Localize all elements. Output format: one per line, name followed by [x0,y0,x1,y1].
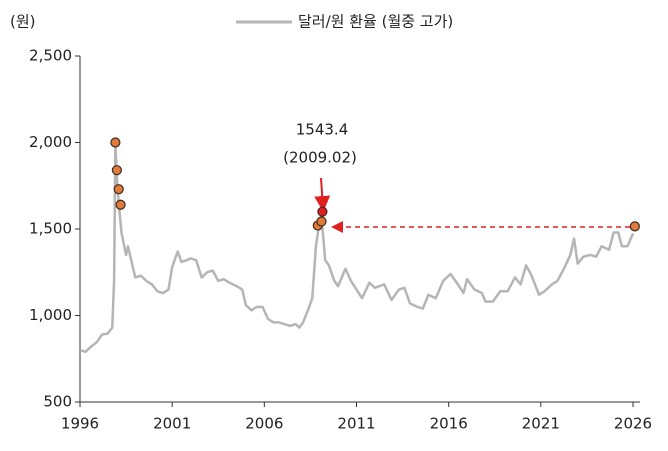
annotation-date: (2009.02) [283,149,357,167]
line [79,142,635,354]
annotation-arrow [314,177,331,212]
highlight-point [316,216,327,227]
y-tick-label: 500 [43,393,72,411]
x-tick-label: 2011 [337,415,375,433]
highlight-point [629,221,640,232]
y-tick-label: 2,500 [29,47,72,65]
highlight-point [110,137,121,148]
highlight-point [115,199,126,210]
highlight-point [111,165,122,176]
highlight-point [317,206,328,217]
x-tick-label: 1996 [61,415,99,433]
x-tick-label: 2021 [522,415,560,433]
x-tick-label: 2016 [430,415,468,433]
unit-label: (원) [10,13,36,31]
y-tick-label: 1,500 [29,220,72,238]
y-tick-label: 1,000 [29,306,72,324]
x-tick-label: 2001 [153,415,191,433]
annotation-value: 1543.4 [296,121,349,139]
x-tick-label: 2026 [614,415,652,433]
x-tick-label: 2006 [245,415,283,433]
legend-label: 달러/원 환율 (월중 고가) [298,13,453,31]
y-tick-label: 2,000 [29,133,72,151]
highlight-point [113,184,124,195]
